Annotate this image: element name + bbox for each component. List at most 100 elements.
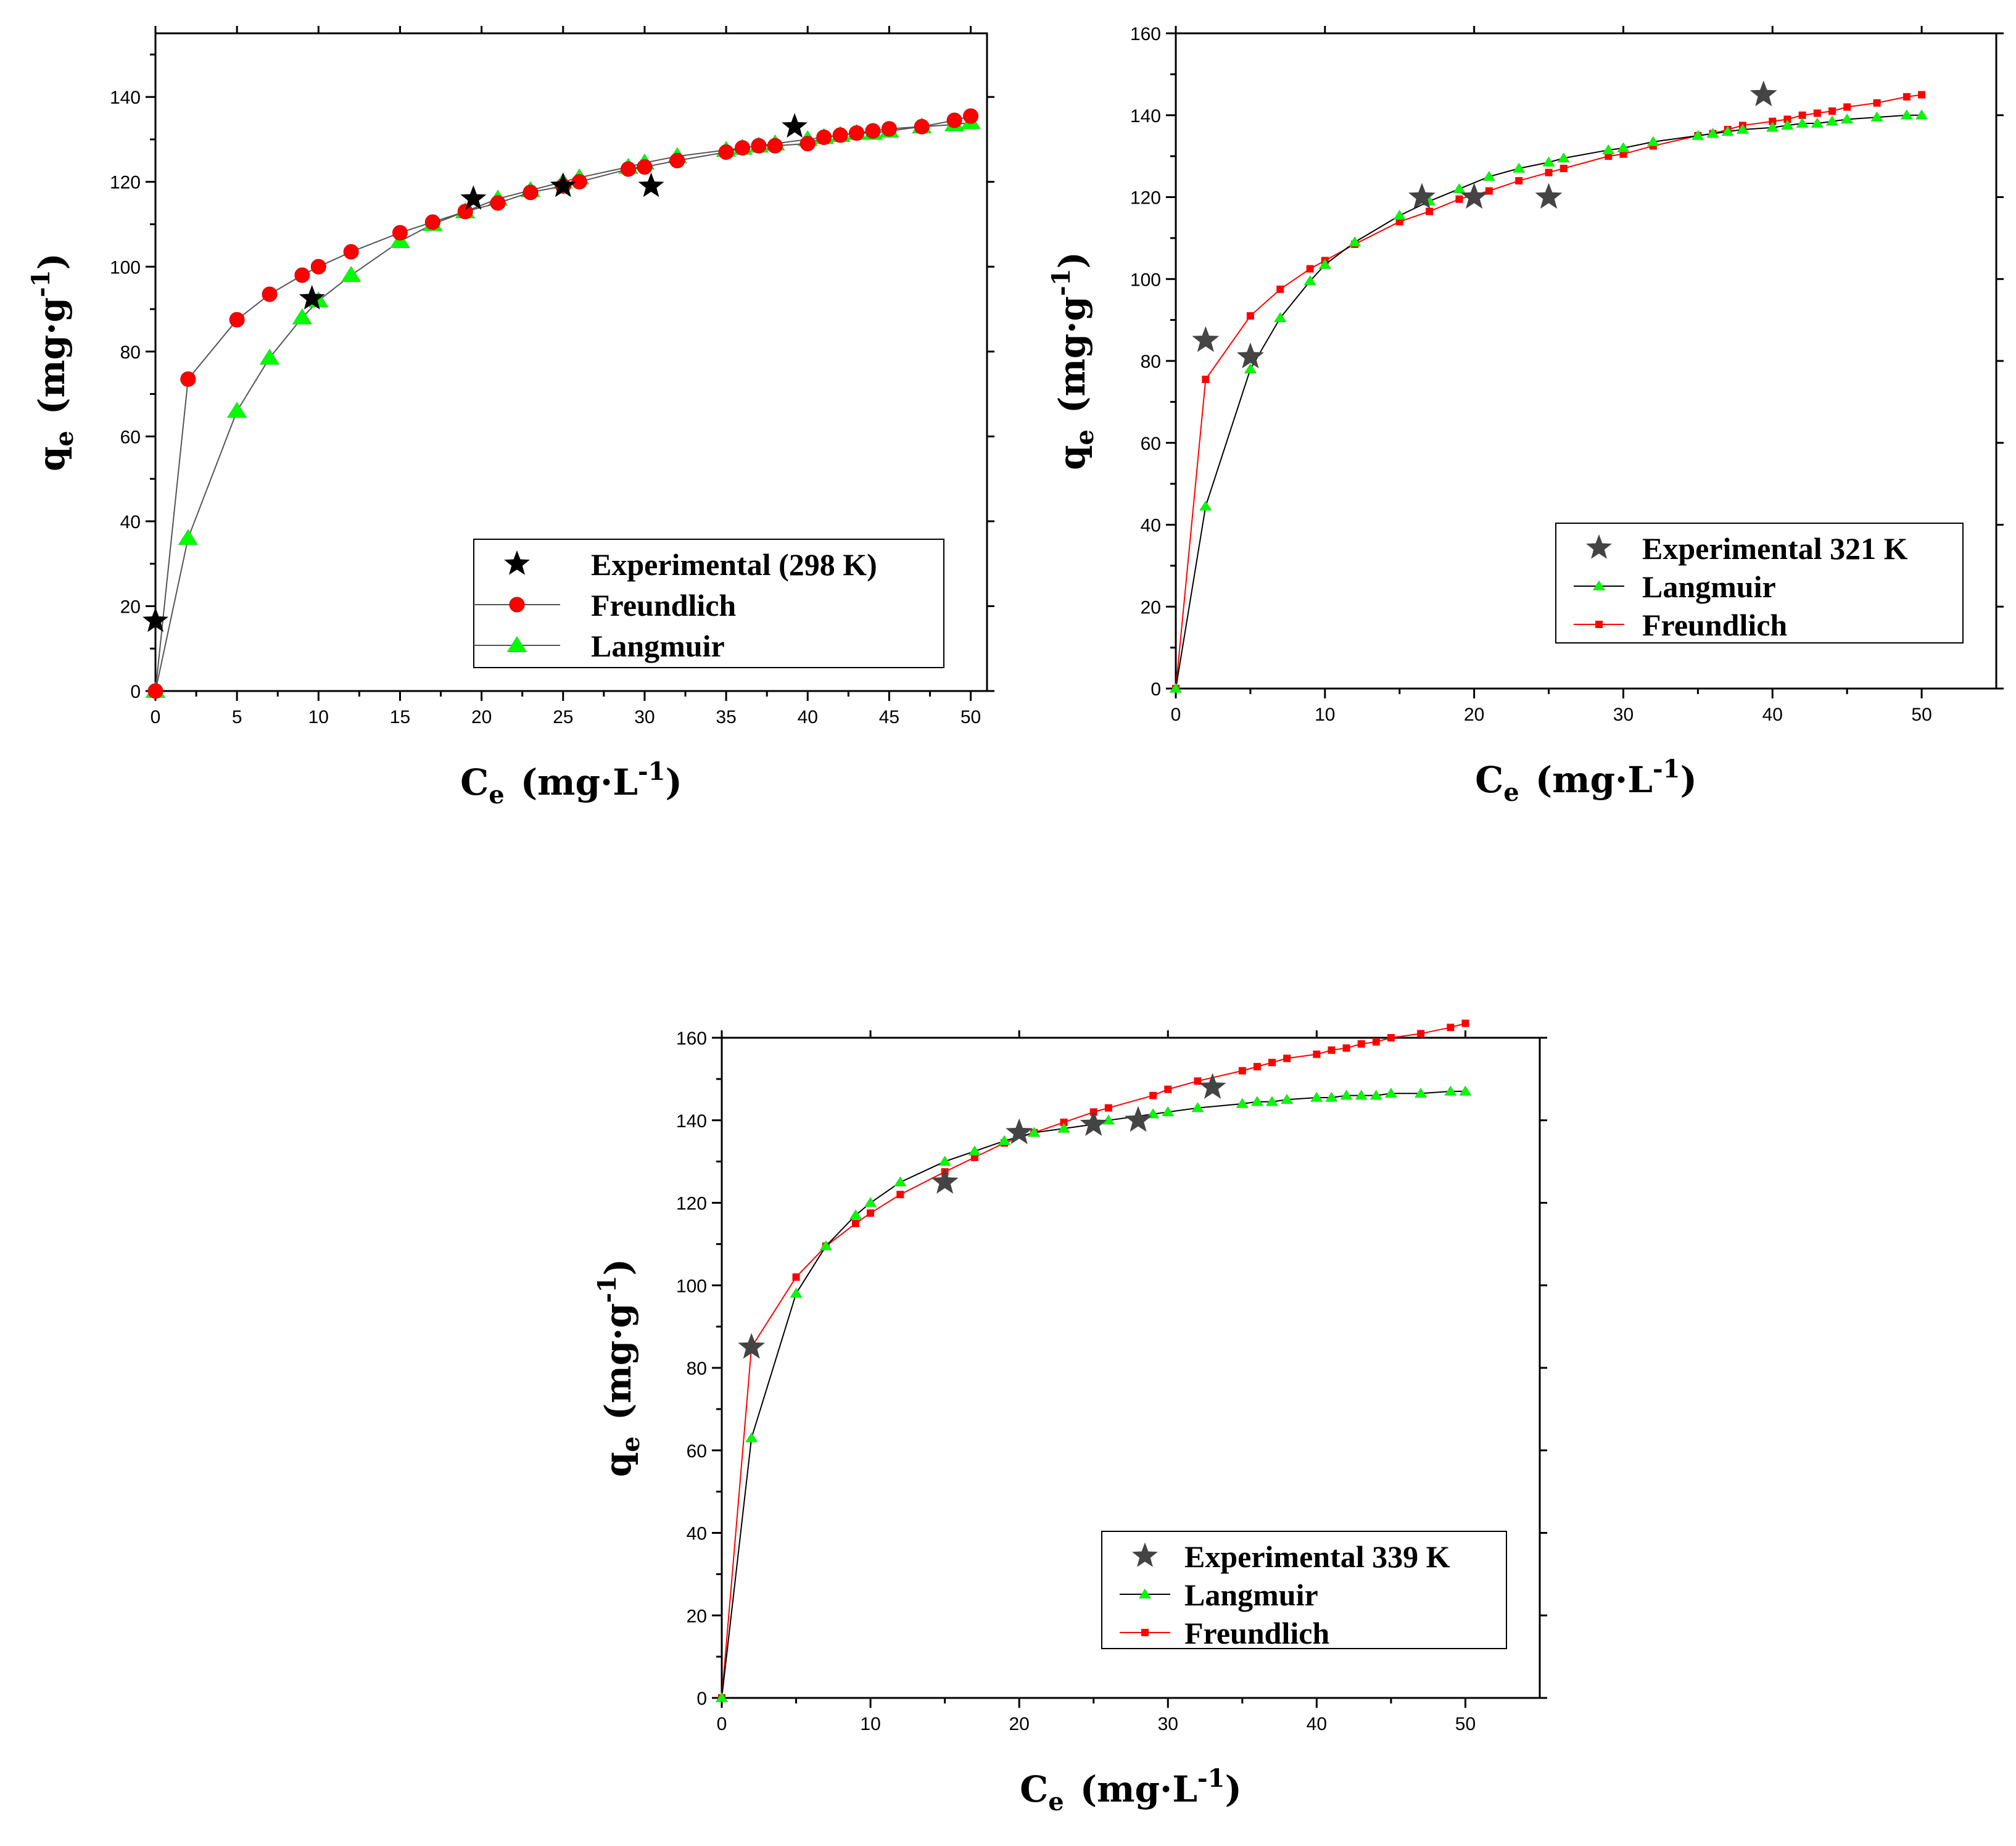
c1-legend-langmuir-label: Langmuir	[591, 629, 725, 663]
c2-y-tick-label: 140	[1130, 106, 1161, 126]
c3-experimental-339-k-point	[1006, 1118, 1033, 1144]
c1-freundlich-point	[849, 125, 865, 141]
c3-langmuir-point	[1162, 1106, 1175, 1117]
c3-langmuir-point	[1028, 1127, 1041, 1137]
c1-plot-frame	[154, 32, 988, 692]
c1-langmuir-point	[259, 349, 280, 365]
c3-langmuir-point	[1057, 1122, 1070, 1133]
c3-freundlich-point	[1417, 1030, 1425, 1038]
c1-legend-experimental-298-k-label: Experimental (298 K)	[591, 547, 877, 582]
c3-y-tick-label: 20	[687, 1606, 707, 1626]
c1-freundlich-point	[718, 144, 734, 160]
c2-freundlich-point	[1560, 165, 1568, 173]
c1-freundlich-point	[637, 159, 653, 175]
c2-langmuir-point	[1617, 142, 1630, 152]
c2-freundlich-point	[1276, 285, 1284, 293]
c3-legend-experimental-339-k-symbol	[1132, 1542, 1158, 1567]
c3-langmuir-point	[1369, 1090, 1382, 1100]
c1-freundlich-point	[392, 225, 408, 241]
c1-x-axis-superscript: -1	[638, 757, 665, 786]
c1-freundlich-point	[262, 286, 278, 302]
c3-x-tick-label: 10	[860, 1714, 880, 1734]
c1-freundlich-point	[180, 371, 196, 387]
c2-x-tick-label: 0	[1171, 705, 1181, 725]
c2-experimental-321-k-point	[1750, 80, 1777, 107]
c1-x-tick-label: 45	[879, 707, 899, 727]
c2-experimental-321-k-point	[1236, 342, 1264, 369]
c3-experimental-339-k-point	[738, 1333, 766, 1359]
c2-langmuir-point	[1796, 117, 1809, 128]
c3-y-axis-superscript: -1	[593, 1275, 622, 1302]
c2-x-tick-label: 50	[1911, 705, 1931, 725]
c1-y-tick-label: 20	[120, 597, 141, 617]
c1-x-tick-label: 40	[798, 707, 818, 727]
c3-langmuir-point	[849, 1209, 862, 1220]
c3-y-axis-units: (mg·g	[597, 1303, 639, 1420]
c3-langmuir-point	[745, 1432, 758, 1442]
c2-y-tick-label: 60	[1141, 434, 1161, 454]
c3-series-experimental-339-k	[738, 1073, 1226, 1359]
c1-legend: Experimental (298 K) Freundlich Langmuir	[473, 539, 944, 668]
c2-y-tick-label: 40	[1141, 516, 1161, 536]
c2-langmuir-point	[1692, 130, 1704, 140]
c2-y-tick-label: 80	[1141, 352, 1161, 372]
c2-y-axis-close: )	[1051, 252, 1093, 268]
c1-freundlich-point	[490, 195, 506, 211]
c2-x-axis-title: Ce (mg·L-1)	[1475, 755, 1697, 807]
c2-langmuir-point	[1393, 210, 1406, 220]
c3-freundlich-point	[1447, 1024, 1455, 1032]
c1-x-tick-label: 30	[634, 707, 655, 727]
c3-x-axis-title: Ce (mg·L-1)	[1020, 1764, 1242, 1816]
c1-legend-freundlich-label: Freundlich	[591, 588, 736, 623]
c1-freundlich-point	[310, 259, 326, 275]
c3-freundlich-point	[970, 1153, 978, 1161]
c3-freundlich-point	[1149, 1091, 1157, 1099]
c1-y-axis-superscript: -1	[27, 270, 56, 297]
c1-x-axis-title: Ce (mg·L-1)	[460, 757, 682, 809]
c2-freundlich-point	[1619, 150, 1627, 158]
c2-langmuir-point	[1453, 183, 1466, 194]
c3-freundlich-point	[1238, 1067, 1246, 1075]
c1-freundlich-point	[751, 138, 767, 154]
c2-legend-freundlich-label: Freundlich	[1642, 608, 1787, 642]
c2-langmuir-point	[1318, 259, 1331, 269]
c2-freundlich-point	[1545, 168, 1553, 176]
c3-x-axis-subscript: e	[1048, 1787, 1064, 1816]
c2-x-axis-units: (mg·L	[1535, 759, 1653, 801]
c1-x-tick-label: 10	[308, 707, 329, 727]
c2-y-tick-label: 0	[1151, 679, 1161, 700]
c3-x-tick-label: 50	[1455, 1714, 1476, 1734]
c2-langmuir-point	[1870, 111, 1883, 122]
c3-y-tick-label: 60	[687, 1441, 707, 1462]
c1-y-axis-symbol: q	[31, 446, 73, 471]
c2-langmuir-point	[1274, 312, 1287, 323]
c3-y-axis-subscript: e	[616, 1436, 645, 1452]
c3-legend-experimental-339-k-label: Experimental 339 K	[1184, 1539, 1450, 1574]
c3-freundlich-point	[1104, 1104, 1112, 1112]
c3-freundlich-point	[1342, 1044, 1350, 1052]
c1-experimental-298-k-point	[299, 284, 325, 310]
c1-x-axis-close: )	[665, 761, 682, 803]
c2-series-freundlich	[1172, 91, 1926, 692]
c3-x-tick-label: 20	[1009, 1714, 1029, 1734]
c3-langmuir-point	[1250, 1096, 1264, 1106]
c3-legend: Experimental 339 K Langmuir Freundlich	[1101, 1531, 1507, 1650]
c2-freundlich-point	[1873, 99, 1881, 107]
c1-experimental-298-k-point	[638, 172, 664, 197]
c1-freundlich-point	[457, 204, 473, 220]
c2-freundlich-point	[1306, 265, 1314, 273]
c3-langmuir-point	[1444, 1085, 1457, 1096]
c3-freundlich-point	[1060, 1119, 1068, 1127]
c3-langmuir-point	[819, 1240, 832, 1251]
c2-x-tick-label: 40	[1762, 705, 1783, 725]
c2-freundlich-point	[1769, 117, 1777, 125]
c3-y-axis-close: )	[597, 1259, 639, 1275]
c2-x-axis-subscript: e	[1503, 778, 1519, 807]
c3-x-axis-close: )	[1225, 1768, 1241, 1810]
c2-y-axis-superscript: -1	[1047, 268, 1076, 296]
c1-legend-langmuir-symbol	[506, 636, 527, 652]
c3-y-tick-label: 100	[676, 1276, 707, 1296]
c3-experimental-339-k-point	[1080, 1110, 1107, 1136]
c1-y-axis-close: )	[31, 253, 73, 270]
